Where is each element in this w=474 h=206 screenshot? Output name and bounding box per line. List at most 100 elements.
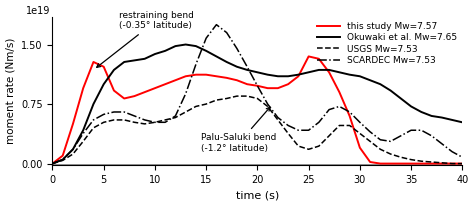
this study Mw=7.57: [234, 79, 240, 81]
USGS Mw=7.53: [121, 119, 127, 121]
this study Mw=7.57: [142, 91, 147, 93]
Okuwaki et al. Mw=7.65: [91, 103, 96, 105]
this study Mw=7.57: [111, 89, 117, 92]
USGS Mw=7.53: [91, 127, 96, 129]
Okuwaki et al. Mw=7.65: [316, 69, 322, 71]
Okuwaki et al. Mw=7.65: [50, 162, 55, 165]
this study Mw=7.57: [316, 57, 322, 60]
USGS Mw=7.53: [183, 111, 189, 113]
USGS Mw=7.53: [173, 116, 178, 119]
USGS Mw=7.53: [101, 121, 107, 124]
Okuwaki et al. Mw=7.65: [81, 129, 86, 131]
this study Mw=7.57: [60, 154, 65, 157]
this study Mw=7.57: [326, 71, 332, 74]
Okuwaki et al. Mw=7.65: [326, 69, 332, 71]
SCARDEC Mw=7.53: [398, 135, 404, 137]
SCARDEC Mw=7.53: [295, 129, 301, 131]
this study Mw=7.57: [347, 115, 353, 117]
SCARDEC Mw=7.53: [183, 92, 189, 95]
SCARDEC Mw=7.53: [162, 121, 168, 124]
this study Mw=7.57: [183, 75, 189, 77]
Line: SCARDEC Mw=7.53: SCARDEC Mw=7.53: [53, 25, 462, 164]
SCARDEC Mw=7.53: [367, 131, 373, 133]
SCARDEC Mw=7.53: [101, 113, 107, 116]
SCARDEC Mw=7.53: [337, 105, 342, 108]
USGS Mw=7.53: [152, 121, 158, 124]
SCARDEC Mw=7.53: [173, 115, 178, 117]
Text: restraining bend
(-0.35° latitude): restraining bend (-0.35° latitude): [97, 11, 194, 67]
SCARDEC Mw=7.53: [214, 23, 219, 26]
Okuwaki et al. Mw=7.65: [439, 116, 445, 119]
Okuwaki et al. Mw=7.65: [306, 71, 311, 74]
SCARDEC Mw=7.53: [388, 140, 393, 143]
this study Mw=7.57: [275, 87, 281, 89]
Okuwaki et al. Mw=7.65: [459, 121, 465, 124]
this study Mw=7.57: [306, 55, 311, 58]
Okuwaki et al. Mw=7.65: [162, 50, 168, 52]
SCARDEC Mw=7.53: [429, 135, 435, 137]
this study Mw=7.57: [439, 162, 445, 165]
SCARDEC Mw=7.53: [377, 138, 383, 141]
SCARDEC Mw=7.53: [265, 103, 271, 105]
this study Mw=7.57: [367, 161, 373, 163]
USGS Mw=7.53: [326, 135, 332, 137]
Okuwaki et al. Mw=7.65: [214, 55, 219, 58]
this study Mw=7.57: [265, 87, 271, 89]
Legend: this study Mw=7.57, Okuwaki et al. Mw=7.65, USGS Mw=7.53, SCARDEC Mw=7.53: this study Mw=7.57, Okuwaki et al. Mw=7.…: [313, 19, 461, 69]
SCARDEC Mw=7.53: [285, 124, 291, 127]
Okuwaki et al. Mw=7.65: [275, 75, 281, 77]
Line: Okuwaki et al. Mw=7.65: Okuwaki et al. Mw=7.65: [53, 44, 462, 164]
Okuwaki et al. Mw=7.65: [224, 61, 229, 63]
USGS Mw=7.53: [439, 162, 445, 164]
this study Mw=7.57: [459, 162, 465, 165]
Okuwaki et al. Mw=7.65: [255, 71, 260, 74]
Okuwaki et al. Mw=7.65: [367, 79, 373, 81]
this study Mw=7.57: [244, 83, 250, 85]
Okuwaki et al. Mw=7.65: [193, 45, 199, 47]
this study Mw=7.57: [295, 75, 301, 77]
USGS Mw=7.53: [244, 95, 250, 97]
USGS Mw=7.53: [162, 119, 168, 121]
Okuwaki et al. Mw=7.65: [152, 53, 158, 55]
this study Mw=7.57: [357, 146, 363, 149]
Okuwaki et al. Mw=7.65: [60, 158, 65, 161]
SCARDEC Mw=7.53: [91, 119, 96, 121]
USGS Mw=7.53: [377, 148, 383, 151]
this study Mw=7.57: [408, 162, 414, 165]
this study Mw=7.57: [398, 162, 404, 165]
USGS Mw=7.53: [275, 119, 281, 121]
SCARDEC Mw=7.53: [347, 111, 353, 113]
Okuwaki et al. Mw=7.65: [132, 59, 137, 62]
SCARDEC Mw=7.53: [408, 129, 414, 131]
this study Mw=7.57: [70, 123, 76, 125]
USGS Mw=7.53: [316, 145, 322, 147]
Okuwaki et al. Mw=7.65: [377, 83, 383, 85]
SCARDEC Mw=7.53: [255, 84, 260, 87]
this study Mw=7.57: [377, 162, 383, 165]
SCARDEC Mw=7.53: [193, 63, 199, 66]
USGS Mw=7.53: [347, 124, 353, 127]
this study Mw=7.57: [285, 83, 291, 85]
USGS Mw=7.53: [357, 132, 363, 135]
USGS Mw=7.53: [70, 153, 76, 155]
USGS Mw=7.53: [60, 159, 65, 162]
this study Mw=7.57: [255, 84, 260, 87]
this study Mw=7.57: [91, 61, 96, 63]
SCARDEC Mw=7.53: [306, 129, 311, 131]
SCARDEC Mw=7.53: [152, 121, 158, 124]
Okuwaki et al. Mw=7.65: [111, 69, 117, 71]
USGS Mw=7.53: [295, 145, 301, 147]
USGS Mw=7.53: [306, 148, 311, 151]
X-axis label: time (s): time (s): [236, 190, 279, 200]
Okuwaki et al. Mw=7.65: [408, 105, 414, 108]
Okuwaki et al. Mw=7.65: [121, 61, 127, 63]
Okuwaki et al. Mw=7.65: [357, 75, 363, 77]
Okuwaki et al. Mw=7.65: [449, 119, 455, 121]
this study Mw=7.57: [101, 66, 107, 68]
USGS Mw=7.53: [388, 153, 393, 155]
this study Mw=7.57: [203, 73, 209, 76]
USGS Mw=7.53: [265, 105, 271, 108]
this study Mw=7.57: [121, 97, 127, 100]
SCARDEC Mw=7.53: [449, 150, 455, 153]
SCARDEC Mw=7.53: [234, 47, 240, 50]
